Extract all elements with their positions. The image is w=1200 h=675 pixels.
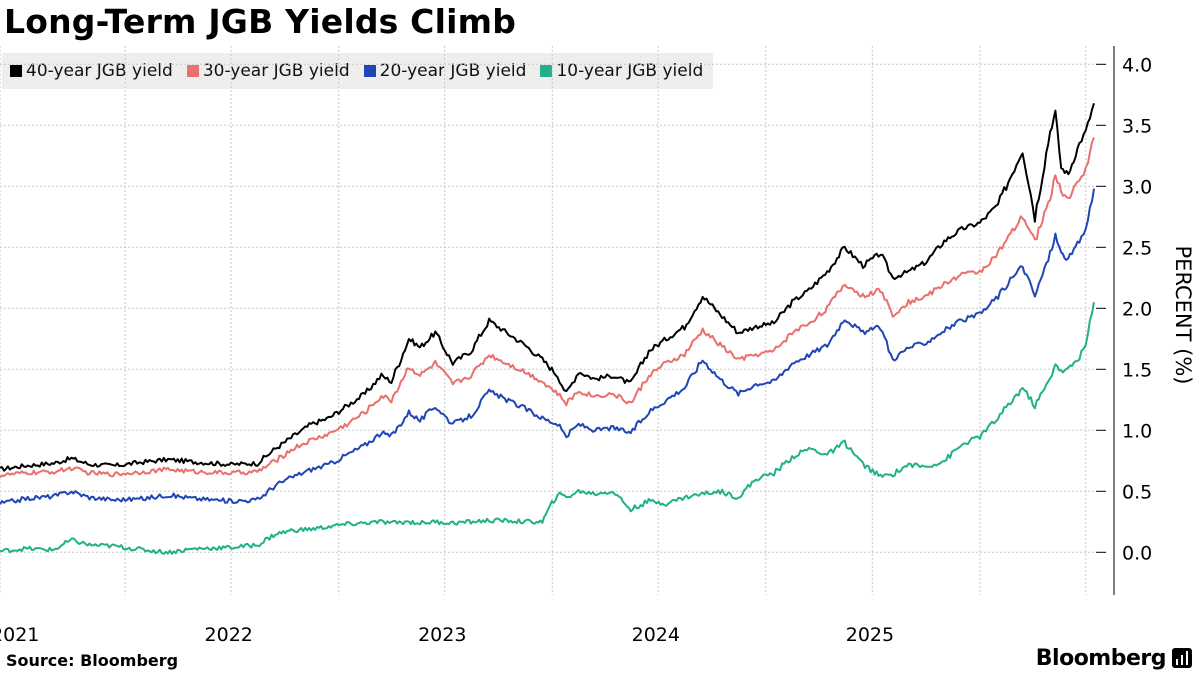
axes: 0.0 0.5 1.0 1.5 2.0 2.5 3.0 3.5 4.0 2021 2022 2023 2… (0, 46, 1195, 646)
grid-lines (0, 46, 1094, 595)
series-line-4 (0, 302, 1095, 555)
legend-swatch (363, 65, 376, 77)
legend-label: 20-year JGB yield (379, 61, 527, 81)
chart-legend: 40-year JGB yield 30-year JGB yield 20-yea… (2, 53, 714, 89)
bloomberg-terminal-icon (1172, 648, 1192, 668)
y-tick-label: 2.5 (1122, 237, 1152, 259)
brand-logo-text: Bloomberg (1035, 646, 1167, 671)
x-tick-label: 2024 (632, 624, 680, 646)
y-tick-label: 1.0 (1122, 420, 1152, 442)
y-axis-label: PERCENT (%) (1171, 246, 1195, 385)
y-tick-label: 3.0 (1122, 176, 1152, 198)
legend-label: 40-year JGB yield (26, 61, 173, 81)
series-line-2 (0, 137, 1095, 478)
legend-swatch (540, 65, 553, 77)
y-tick-label: 0.0 (1122, 542, 1152, 564)
legend-label: 30-year JGB yield (202, 61, 350, 81)
x-tick-label: 2022 (205, 624, 253, 646)
x-tick-label: 2023 (418, 624, 466, 646)
y-tick-label: 2.0 (1122, 298, 1152, 320)
series-line-3 (0, 188, 1095, 505)
y-tick-label: 4.0 (1122, 54, 1152, 76)
y-tick-label: 3.5 (1122, 115, 1152, 137)
legend-swatch (10, 65, 22, 77)
legend-item: 40-year JGB yield (10, 61, 173, 81)
chart-title: Long-Term JGB Yields Climb (4, 2, 517, 41)
legend-label: 10-year JGB yield (556, 61, 704, 81)
x-tick-label: 2025 (846, 624, 894, 646)
y-tick-label: 1.5 (1122, 359, 1152, 381)
series-lines (0, 103, 1095, 555)
legend-item: 20-year JGB yield (363, 61, 527, 81)
x-tick-label: 2021 (0, 624, 39, 646)
legend-item: 30-year JGB yield (186, 61, 350, 81)
source-note: Source: Bloomberg (6, 651, 179, 670)
y-tick-label: 0.5 (1122, 481, 1152, 503)
legend-item: 10-year JGB yield (540, 61, 703, 81)
series-line-1 (0, 103, 1095, 472)
legend-swatch (186, 65, 199, 77)
